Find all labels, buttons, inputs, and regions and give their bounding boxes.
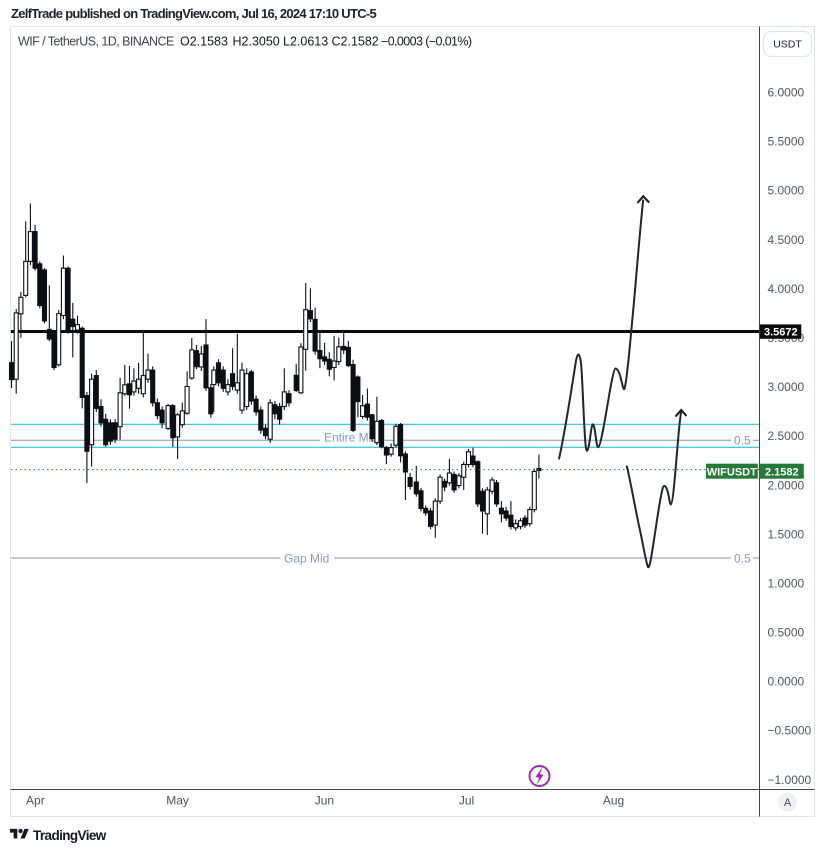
svg-text:4.0000: 4.0000 — [768, 282, 805, 296]
svg-text:Jun: Jun — [315, 794, 334, 808]
svg-text:−1.0000: −1.0000 — [768, 773, 812, 787]
svg-text:5.5000: 5.5000 — [768, 135, 805, 149]
svg-text:−0.5000: −0.5000 — [768, 724, 812, 738]
svg-text:H2.3050: H2.3050 — [233, 35, 280, 49]
svg-text:Jul: Jul — [459, 794, 474, 808]
svg-text:3.5672: 3.5672 — [764, 327, 798, 339]
svg-text:USDT: USDT — [773, 39, 802, 51]
svg-text:0.0000: 0.0000 — [768, 675, 805, 689]
svg-text:2.5000: 2.5000 — [768, 429, 805, 443]
svg-text:2.1582: 2.1582 — [765, 466, 799, 478]
svg-text:Aug: Aug — [603, 794, 624, 808]
svg-text:2.0000: 2.0000 — [768, 478, 805, 492]
svg-text:Gap Mid: Gap Mid — [284, 552, 329, 566]
svg-text:0.5: 0.5 — [734, 552, 751, 566]
svg-text:C2.1582: C2.1582 — [332, 35, 379, 49]
svg-text:1.0000: 1.0000 — [768, 577, 805, 591]
svg-text:−0.0003 (−0.01%): −0.0003 (−0.01%) — [381, 35, 472, 49]
svg-text:May: May — [166, 794, 189, 808]
svg-text:5.0000: 5.0000 — [768, 184, 805, 198]
svg-text:WIF / TetherUS, 1D, BINANCE: WIF / TetherUS, 1D, BINANCE — [18, 35, 174, 49]
svg-text:4.5000: 4.5000 — [768, 233, 805, 247]
svg-text:0.5: 0.5 — [734, 433, 751, 447]
svg-text:L2.0613: L2.0613 — [283, 35, 328, 49]
svg-text:TradingView: TradingView — [33, 828, 107, 843]
svg-text:3.0000: 3.0000 — [768, 380, 805, 394]
svg-text:O2.1583: O2.1583 — [180, 35, 228, 49]
svg-text:6.0000: 6.0000 — [768, 86, 805, 100]
svg-text:Entire Mid: Entire Mid — [324, 430, 378, 444]
svg-text:Apr: Apr — [26, 794, 45, 808]
svg-text:0.5000: 0.5000 — [768, 626, 805, 640]
svg-text:WIFUSDT: WIFUSDT — [707, 466, 757, 478]
svg-text:1.5000: 1.5000 — [768, 527, 805, 541]
svg-text:A: A — [784, 797, 792, 809]
